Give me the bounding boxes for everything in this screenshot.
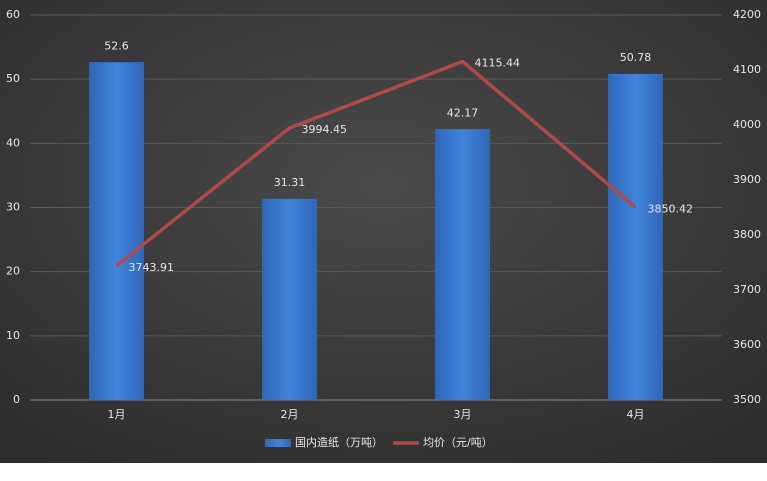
y-tick-label: 50 bbox=[6, 72, 20, 85]
y2-tick-label: 3600 bbox=[733, 338, 761, 351]
y2-tick-label: 3800 bbox=[733, 228, 761, 241]
legend-label: 国内造纸（万吨） bbox=[295, 435, 383, 449]
y2-tick-label: 3500 bbox=[733, 393, 761, 406]
line bbox=[115, 59, 637, 268]
x-tick-label: 3月 bbox=[454, 408, 472, 421]
data-label: 3994.45 bbox=[302, 123, 348, 136]
y-tick-label: 30 bbox=[6, 201, 20, 214]
bar bbox=[435, 129, 490, 401]
bar bbox=[608, 73, 663, 401]
bar bbox=[89, 62, 144, 401]
data-label: 42.17 bbox=[447, 106, 479, 119]
x-tick-label: 4月 bbox=[627, 408, 645, 421]
y-tick-label: 20 bbox=[6, 265, 20, 278]
data-label: 4115.44 bbox=[475, 57, 521, 70]
y2-tick-label: 3700 bbox=[733, 283, 761, 296]
data-label: 3850.42 bbox=[648, 202, 694, 215]
data-label: 50.78 bbox=[620, 51, 652, 64]
x-tick-label: 2月 bbox=[281, 408, 299, 421]
x-tick-label: 1月 bbox=[108, 408, 126, 421]
bar bbox=[262, 198, 317, 401]
data-label: 3743.91 bbox=[129, 261, 175, 274]
data-label: 31.31 bbox=[274, 176, 306, 189]
y2-tick-label: 4200 bbox=[733, 8, 761, 21]
data-label: 52.6 bbox=[104, 39, 129, 52]
y-tick-label: 60 bbox=[6, 8, 20, 21]
y-tick-label: 0 bbox=[13, 393, 20, 406]
legend-swatch bbox=[265, 439, 291, 447]
y2-tick-label: 4000 bbox=[733, 118, 761, 131]
y2-tick-label: 4100 bbox=[733, 63, 761, 76]
y-tick-label: 40 bbox=[6, 136, 20, 149]
legend-label: 均价（元/吨） bbox=[423, 436, 493, 449]
y2-tick-label: 3900 bbox=[733, 173, 761, 186]
y-tick-label: 10 bbox=[6, 329, 20, 342]
